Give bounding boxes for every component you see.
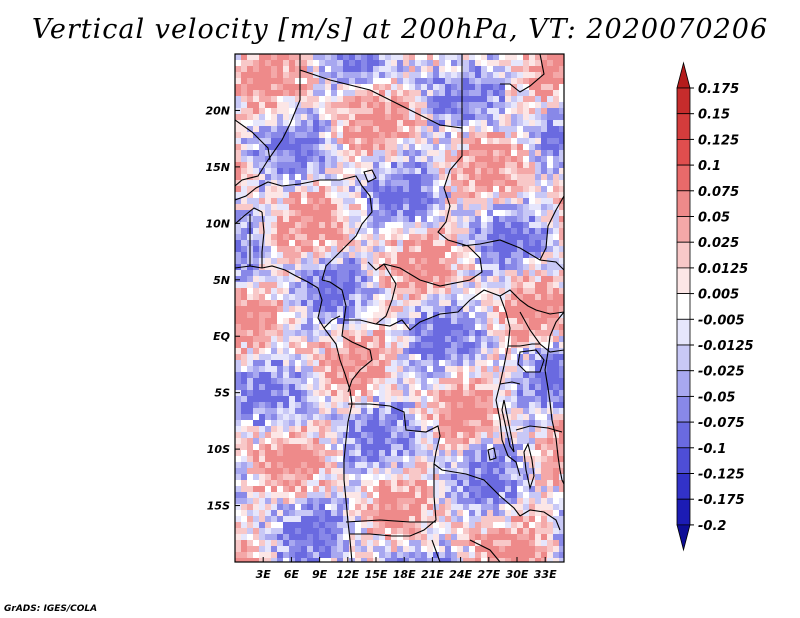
- colorbar-swatch: [676, 267, 691, 294]
- colorbar-swatch: [676, 447, 691, 474]
- colorbar-label: 0.125: [698, 133, 739, 148]
- border-rwanda: [499, 381, 521, 385]
- lat-tick-label: 10N: [205, 217, 230, 230]
- lat-tick-label: 5N: [213, 274, 230, 287]
- border-niger-chad: [235, 70, 301, 187]
- coastline-east: [544, 311, 564, 485]
- velocity-field: [235, 54, 564, 562]
- border-burkina: [235, 207, 263, 225]
- border-libya-chad: [299, 54, 463, 129]
- lon-axis: 3E 6E 9E 12E 15E 18E 21E 24E 27E 30E 33E: [256, 557, 557, 581]
- lat-tick-label: 15S: [207, 500, 230, 513]
- colorbar-label: 0.025: [698, 236, 739, 251]
- colorbar-swatch: [676, 113, 691, 140]
- colorbar-swatch: [676, 190, 691, 217]
- border-sudan-west: [367, 128, 483, 287]
- border-cameroon: [321, 263, 397, 325]
- colorbar-label: 0.005: [698, 288, 739, 303]
- lake-malawi: [523, 442, 535, 491]
- border-benin: [261, 211, 265, 268]
- lon-tick-label: 24E: [449, 568, 472, 581]
- lake-tanganyika: [501, 399, 515, 453]
- border-zimbabwe: [469, 539, 501, 562]
- lon-tick-label: 21E: [421, 568, 444, 581]
- border-sudan-east: [500, 54, 545, 93]
- chart-title: Vertical velocity [m/s] at 200hPa, VT: 2…: [31, 14, 769, 45]
- border-congo: [341, 319, 373, 393]
- border-south-sudan: [461, 239, 564, 271]
- lon-tick-label: 12E: [336, 568, 359, 581]
- border-mali-niger: [235, 119, 271, 161]
- colorbar-label: -0.0125: [698, 339, 754, 354]
- colorbar-label: -0.2: [698, 519, 726, 534]
- lon-tick-label: 15E: [365, 568, 388, 581]
- border-uganda: [508, 343, 540, 347]
- coastline-west: [235, 265, 353, 562]
- lon-tick-label: 6E: [284, 568, 300, 581]
- border-car: [375, 289, 564, 331]
- border-drc-angola: [348, 403, 521, 517]
- lat-tick-label: 5S: [214, 387, 230, 400]
- border-gabon-eq: [323, 315, 341, 329]
- colorbar-swatch: [676, 344, 691, 372]
- colorbar-swatch: [676, 473, 691, 500]
- colorbar-swatch: [676, 87, 691, 115]
- colorbar-swatch: [676, 164, 691, 192]
- colorbar-bottom-triangle: [676, 524, 691, 552]
- colorbar-label: 0.1: [698, 159, 721, 174]
- colorbar-swatch: [676, 498, 691, 526]
- lat-tick-label: EQ: [213, 330, 230, 343]
- colorbar-swatch: [676, 318, 691, 346]
- lon-tick-label: 9E: [312, 568, 328, 581]
- colorbar-label: -0.025: [698, 365, 745, 380]
- lon-tick-label: 33E: [534, 568, 557, 581]
- colorbar-label: 0.075: [698, 185, 739, 200]
- colorbar-label: 0.05: [698, 211, 730, 226]
- lon-tick-label: 30E: [506, 568, 529, 581]
- lon-tick-label: 3E: [256, 568, 272, 581]
- colorbar-swatch: [676, 138, 691, 166]
- colorbar: 0.175 0.15 0.125 0.1 0.075 0.05 0.025 0.0125 0.0…: [676, 61, 754, 552]
- colorbar-swatch: [676, 216, 691, 243]
- lon-tick-label: 18E: [393, 568, 416, 581]
- lat-tick-label: 10S: [207, 443, 230, 456]
- colorbar-swatch: [676, 293, 691, 320]
- border-ethiopia: [539, 195, 564, 261]
- border-namibia: [345, 519, 436, 523]
- colorbar-swatch: [676, 395, 691, 423]
- country-borders: [235, 54, 564, 562]
- border-nigeria: [235, 175, 373, 281]
- colorbar-label: -0.005: [698, 313, 745, 328]
- grads-credit: GrADS: IGES/COLA: [4, 604, 98, 614]
- lat-axis: 20N 15N 10N 5N EQ 5S 10S 15S: [205, 104, 240, 513]
- lat-tick-label: 15N: [205, 161, 230, 174]
- lake-mweru: [487, 447, 497, 461]
- lake-chad: [363, 169, 377, 183]
- border-mozambique: [519, 509, 561, 531]
- colorbar-label: -0.175: [698, 493, 745, 508]
- colorbar-top-triangle: [676, 61, 691, 89]
- colorbar-label: 0.175: [698, 82, 739, 97]
- border-drc-east: [495, 295, 521, 477]
- lon-tick-label: 27E: [477, 568, 500, 581]
- colorbar-label: 0.0125: [698, 262, 748, 277]
- border-botswana: [431, 539, 441, 562]
- colorbar-swatch: [676, 421, 691, 449]
- colorbar-swatch: [676, 370, 691, 397]
- colorbar-label: -0.05: [698, 390, 735, 405]
- colorbar-label: 0.15: [698, 108, 730, 123]
- colorbar-label: -0.125: [698, 468, 745, 483]
- colorbar-label: -0.075: [698, 416, 745, 431]
- border-tanzania: [515, 425, 563, 433]
- map-frame: [234, 53, 565, 563]
- lat-tick-label: 20N: [205, 104, 230, 117]
- lake-victoria: [517, 349, 545, 373]
- border-zambia: [350, 464, 437, 537]
- colorbar-label: -0.1: [698, 442, 726, 457]
- colorbar-swatch: [676, 241, 691, 269]
